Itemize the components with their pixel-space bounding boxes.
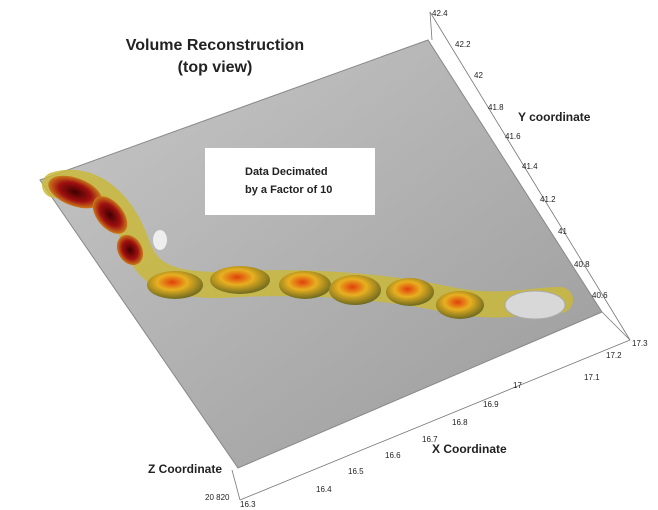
title: Volume Reconstruction — [126, 37, 304, 54]
tick-label: 16.5 — [348, 467, 364, 476]
tick-label: 41.4 — [522, 162, 538, 171]
tick-label: 16.7 — [422, 435, 438, 444]
tick-label: 16.4 — [316, 485, 332, 494]
annotation: by a Factor of 10 — [245, 184, 332, 196]
tick-label: 17.2 — [606, 351, 622, 360]
tick-label: 40.8 — [574, 260, 590, 269]
tick-label: 42.4 — [432, 9, 448, 18]
tick-label: 41 — [558, 227, 567, 236]
tick-label: 41.2 — [540, 195, 556, 204]
annotation: Data Decimated — [245, 166, 328, 178]
tick-label: 17.3 — [632, 339, 648, 348]
tick-label: 17 — [513, 381, 522, 390]
figure: Data Decimated by a Factor of 10 Volume … — [0, 0, 658, 510]
tick-label: 20 820 — [205, 493, 230, 502]
tick-label: 16.9 — [483, 400, 499, 409]
tick-label: 42 — [474, 71, 483, 80]
tick-label: 16.3 — [240, 500, 256, 509]
tick-label: 16.8 — [452, 418, 468, 427]
axis-label: Z Coordinate — [148, 462, 222, 476]
axis-label: X Coordinate — [432, 442, 507, 456]
tick-label: 16.6 — [385, 451, 401, 460]
tick-label: 42.2 — [455, 40, 471, 49]
tick-label: 17.1 — [584, 373, 600, 382]
axis-label: Y coordinate — [518, 110, 591, 124]
tick-label: 40.6 — [592, 291, 608, 300]
tick-label: 41.8 — [488, 103, 504, 112]
annotation-box — [205, 148, 375, 215]
tick-label: 41.6 — [505, 132, 521, 141]
title: (top view) — [178, 59, 253, 76]
